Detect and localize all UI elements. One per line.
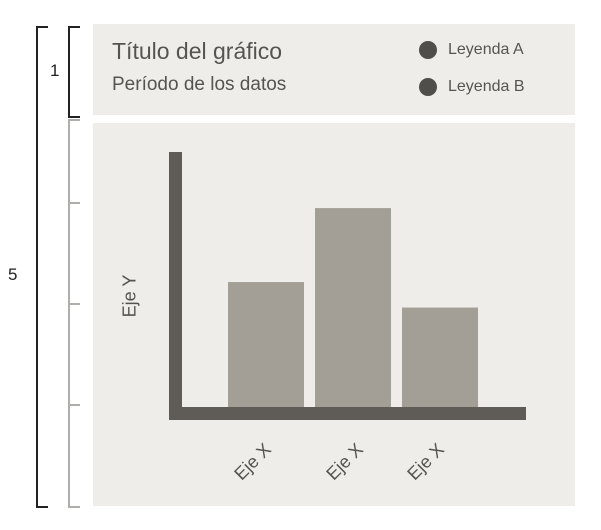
- bar: [228, 282, 304, 407]
- inner-bracket: [68, 26, 80, 118]
- chart-subtitle: Período de los datos: [112, 74, 287, 95]
- unit-ruler: [68, 119, 80, 508]
- header-panel: [93, 24, 575, 115]
- legend-dot-icon: [419, 41, 437, 59]
- legend-item-a: Leyenda A: [419, 41, 524, 59]
- outer-bracket: [36, 26, 48, 508]
- bar: [315, 208, 391, 407]
- bar: [402, 307, 478, 407]
- legend-label-b: Leyenda B: [448, 78, 525, 95]
- chart-title: Título del gráfico: [112, 38, 283, 64]
- legend-label-a: Leyenda A: [448, 41, 524, 58]
- x-axis-line: [169, 407, 526, 420]
- y-axis-label: Eje Y: [119, 274, 140, 318]
- total-span-label: 5: [8, 265, 18, 284]
- header-span-label: 1: [50, 61, 60, 80]
- y-axis-line: [169, 152, 182, 420]
- legend-dot-icon: [419, 78, 437, 96]
- legend-item-b: Leyenda B: [419, 78, 525, 96]
